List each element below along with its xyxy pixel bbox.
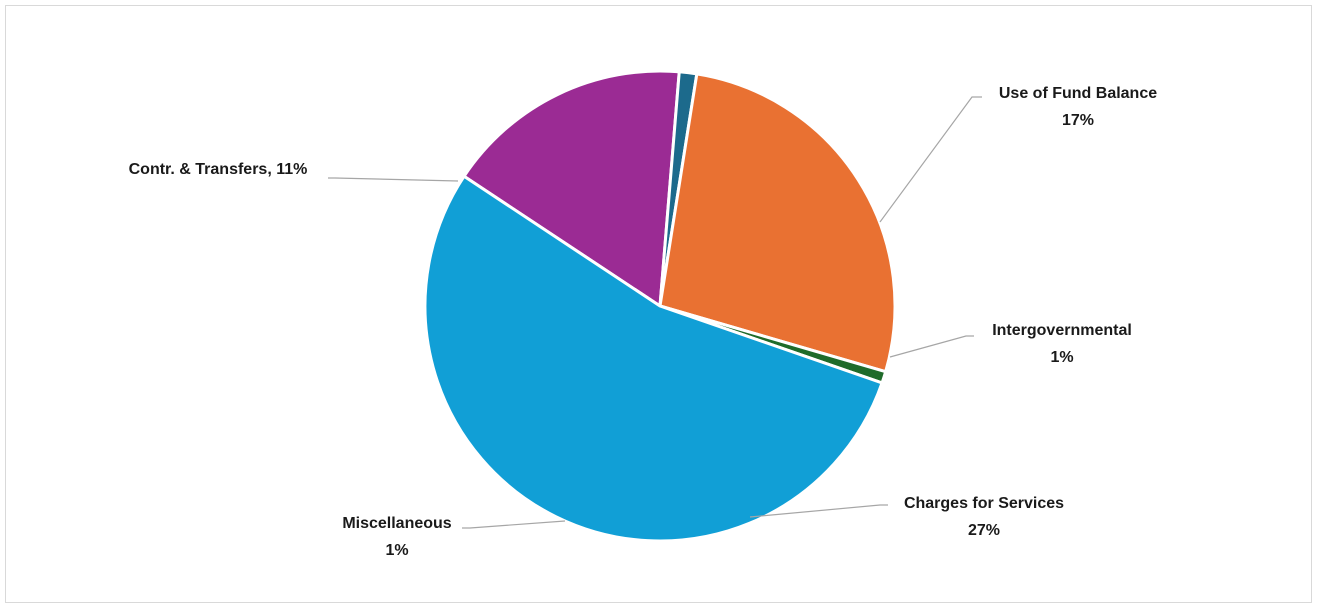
pie-slice-contr-transfers [423, 174, 884, 543]
leader-lines [328, 96, 982, 529]
leader-charges-for-services [749, 504, 888, 518]
percent-charges-for-services: 27% [968, 522, 1000, 539]
leader-contr-transfers [328, 177, 459, 182]
leader-miscellaneous [462, 520, 566, 529]
percent-intergovernmental: 1% [1050, 349, 1073, 366]
pie-slice-charges-for-services [658, 72, 897, 374]
pie-slice-use-of-fund-balance [462, 69, 681, 308]
percent-miscellaneous: 1% [385, 542, 408, 559]
percent-use-of-fund-balance: 17% [1062, 112, 1094, 129]
label-use-of-fund-balance: Use of Fund Balance [999, 85, 1157, 102]
label-intergovernmental: Intergovernmental [992, 322, 1132, 339]
leader-intergovernmental [889, 335, 974, 358]
leader-use-of-fund-balance [879, 96, 982, 223]
label-charges-for-services: Charges for Services [904, 495, 1064, 512]
label-contr-transfers: Contr. & Transfers, 11% [129, 161, 308, 178]
label-miscellaneous: Miscellaneous [342, 515, 451, 532]
pie-slices [423, 69, 897, 543]
